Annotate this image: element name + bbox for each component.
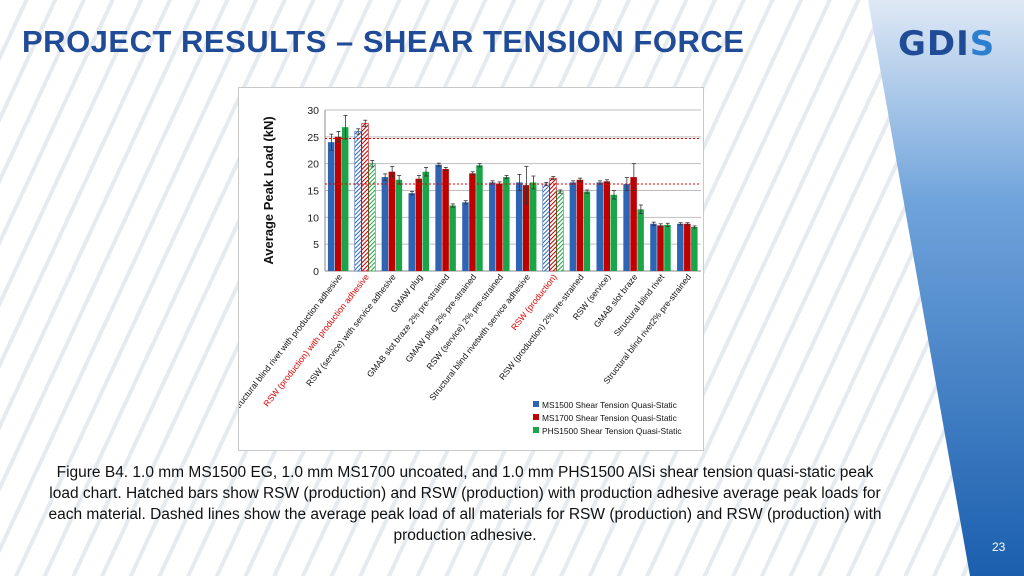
bar-2-6 [503, 177, 510, 271]
x-tick-label: RSW (production) with production adhesiv… [261, 272, 371, 409]
bar-0-11 [623, 184, 630, 271]
figure-caption: Figure B4. 1.0 mm MS1500 EG, 1.0 mm MS17… [48, 464, 882, 544]
bar-2-13 [691, 226, 698, 271]
legend-swatch [533, 414, 539, 420]
bar-2-12 [664, 224, 671, 271]
x-tick-label: Structural blind rivet with production a… [239, 272, 344, 415]
y-tick-label: 5 [313, 239, 319, 251]
bar-1-13 [684, 223, 691, 271]
bar-0-7 [515, 182, 523, 271]
bar-0-8 [542, 183, 550, 272]
bar-1-11 [630, 177, 637, 271]
y-tick-label: 30 [307, 105, 319, 117]
bar-0-9 [569, 182, 577, 271]
bar-chart: 0 5 10 15 20 25 30 Average Peak Load (kN) Struct… [239, 105, 701, 436]
x-tick-label: Structural blind rivet [612, 272, 667, 338]
y-tick-label: 15 [307, 186, 319, 198]
legend-swatch [533, 401, 539, 407]
bar-2-10 [610, 194, 617, 271]
bar-0-13 [677, 223, 684, 271]
bar-2-7 [529, 182, 537, 271]
y-tick-label: 0 [313, 266, 319, 278]
bar-1-2 [388, 171, 396, 271]
bar-2-11 [637, 209, 644, 271]
legend-label: MS1700 Shear Tension Quasi-Static [542, 413, 677, 423]
bar-0-6 [489, 182, 496, 271]
bar-0-10 [596, 182, 603, 271]
legend-swatch [533, 427, 539, 433]
chart-container: 0 5 10 15 20 25 30 Average Peak Load (kN) Struct… [238, 87, 704, 451]
gdis-logo: GDIS [898, 24, 996, 64]
page-number: 23 [992, 540, 1006, 554]
bar-1-1 [361, 123, 369, 272]
bar-1-7 [522, 185, 530, 271]
bar-2-2 [395, 179, 403, 271]
bar-1-9 [576, 179, 584, 271]
bar-2-1 [368, 163, 376, 272]
bar-1-10 [603, 181, 610, 271]
bar-1-0 [334, 136, 342, 271]
slide-title: PROJECT RESULTS – SHEAR TENSION FORCE [22, 24, 745, 59]
bar-2-5 [476, 165, 483, 271]
bar-0-1 [354, 131, 362, 272]
bar-0-0 [327, 142, 335, 271]
bar-1-12 [657, 225, 664, 271]
legend-label: MS1500 Shear Tension Quasi-Static [542, 400, 677, 410]
bar-2-4 [449, 205, 456, 271]
bar-2-8 [556, 191, 564, 272]
bar-0-5 [462, 202, 469, 271]
bar-1-3 [415, 178, 422, 271]
y-axis-title: Average Peak Load (kN) [261, 116, 276, 264]
y-tick-label: 20 [307, 159, 319, 171]
bar-1-4 [442, 169, 449, 271]
bar-0-12 [650, 223, 657, 271]
bar-0-2 [381, 177, 389, 271]
bar-2-3 [422, 171, 429, 271]
y-tick-label: 25 [307, 132, 319, 144]
bar-2-9 [583, 191, 591, 271]
bar-1-5 [469, 173, 476, 271]
x-tick-label: Structural blind rivetwith service adhes… [427, 272, 532, 403]
bar-2-0 [341, 127, 349, 271]
bar-0-3 [408, 193, 415, 271]
y-tick-label: 10 [307, 212, 319, 224]
bar-0-4 [435, 164, 442, 271]
legend-label: PHS1500 Shear Tension Quasi-Static [542, 426, 682, 436]
bar-1-8 [549, 177, 557, 272]
bar-1-6 [496, 183, 503, 271]
